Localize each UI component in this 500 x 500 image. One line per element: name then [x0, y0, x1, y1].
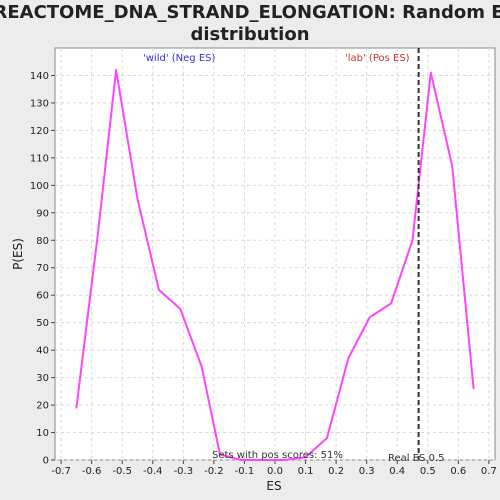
x-tick-label: 0.3 — [359, 466, 375, 477]
y-tick-label: 120 — [30, 126, 49, 137]
series-point — [179, 308, 182, 310]
series-point — [304, 456, 307, 459]
series-point — [347, 357, 350, 360]
pos-es-label: 'lab' (Pos ES) — [345, 53, 410, 64]
x-axis-label: ES — [266, 479, 281, 493]
x-tick-label: 0.2 — [328, 466, 344, 477]
chart-title-line-1: REACTOME_DNA_STRAND_ELONGATION: Random E… — [0, 2, 500, 23]
series-point — [326, 437, 328, 439]
y-tick-label: 110 — [30, 153, 49, 164]
x-tick-label: 0.4 — [389, 466, 405, 477]
y-tick-label: 60 — [36, 291, 49, 302]
series-point — [75, 407, 78, 409]
x-tick-label: -0.2 — [204, 466, 224, 477]
series-point — [136, 198, 139, 200]
y-tick-label: 130 — [30, 98, 49, 109]
series-layer — [75, 68, 475, 461]
x-tick-label: 0.0 — [267, 466, 283, 477]
x-tick-label: 0.1 — [298, 466, 314, 477]
series-point — [261, 459, 264, 461]
x-tick-label: -0.1 — [235, 466, 255, 477]
series-point — [115, 69, 117, 71]
series-point — [200, 365, 203, 368]
sets-pos-annotation: Sets with pos scores: 51% — [212, 450, 343, 461]
y-tick-label: 20 — [36, 401, 49, 412]
y-tick-label: 10 — [36, 428, 49, 439]
series-point — [472, 387, 475, 390]
series-point — [390, 302, 392, 305]
series-point — [368, 316, 371, 318]
series-point — [451, 165, 454, 167]
series-line — [75, 68, 475, 461]
y-tick-label: 50 — [36, 318, 49, 329]
series-point — [219, 453, 221, 456]
series-point — [283, 459, 285, 461]
x-tick-label: -0.6 — [82, 466, 102, 477]
series-point — [158, 288, 160, 291]
chart-title-line-2: distribution — [190, 24, 309, 45]
series-point — [96, 233, 99, 236]
grid — [55, 48, 495, 461]
y-axis-label: P(ES) — [11, 238, 25, 270]
x-tick-label: -0.7 — [51, 466, 71, 477]
series-point — [430, 71, 432, 74]
y-tick-label: 140 — [30, 71, 49, 82]
x-tick-label: -0.5 — [112, 466, 132, 477]
y-tick-label: 80 — [36, 236, 49, 247]
series-point — [240, 459, 243, 461]
y-axis: 0 10 20 30 40 50 60 70 80 90 100 110 120 130 140 — [30, 71, 55, 467]
y-tick-label: 30 — [36, 373, 49, 384]
y-tick-label: 70 — [36, 263, 49, 274]
x-tick-label: 0.5 — [420, 466, 436, 477]
x-tick-label: -0.4 — [143, 466, 163, 477]
series-point — [411, 239, 414, 242]
real-es-annotation: Real ES 0.5 — [388, 453, 444, 464]
x-tick-label: 0.6 — [450, 466, 466, 477]
neg-es-label: 'wild' (Neg ES) — [143, 53, 215, 64]
x-tick-label: 0.7 — [481, 466, 497, 477]
y-tick-label: 40 — [36, 346, 49, 357]
x-axis: -0.7 -0.6 -0.5 -0.4 -0.3 -0.2 -0.1 0.0 0.1 0.2 0.3… — [51, 460, 497, 477]
y-tick-label: 90 — [36, 208, 49, 219]
y-tick-label: 100 — [30, 181, 49, 192]
x-tick-label: -0.3 — [174, 466, 194, 477]
y-tick-label: 0 — [43, 456, 49, 467]
